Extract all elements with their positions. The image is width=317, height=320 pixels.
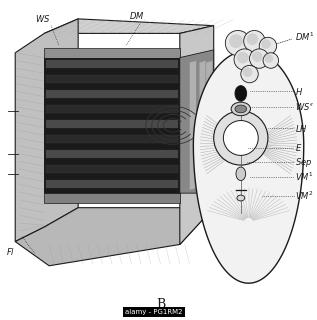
Polygon shape bbox=[46, 165, 178, 173]
Polygon shape bbox=[44, 19, 214, 33]
Text: $H$: $H$ bbox=[295, 86, 303, 97]
Circle shape bbox=[263, 53, 279, 68]
Ellipse shape bbox=[235, 86, 247, 101]
Polygon shape bbox=[46, 150, 178, 158]
Circle shape bbox=[244, 30, 265, 52]
Circle shape bbox=[237, 52, 249, 63]
Polygon shape bbox=[180, 50, 214, 193]
Polygon shape bbox=[199, 60, 206, 190]
Text: B: B bbox=[156, 298, 165, 311]
Text: $E$: $E$ bbox=[295, 142, 302, 153]
Polygon shape bbox=[44, 58, 180, 193]
Circle shape bbox=[261, 39, 271, 49]
Ellipse shape bbox=[236, 167, 246, 180]
Polygon shape bbox=[46, 75, 178, 83]
Polygon shape bbox=[15, 19, 78, 242]
Ellipse shape bbox=[231, 102, 250, 116]
Ellipse shape bbox=[237, 195, 245, 201]
Circle shape bbox=[247, 33, 258, 45]
Circle shape bbox=[214, 111, 268, 165]
Polygon shape bbox=[46, 180, 178, 188]
Polygon shape bbox=[44, 48, 180, 58]
Polygon shape bbox=[46, 120, 178, 128]
Polygon shape bbox=[15, 208, 214, 266]
Circle shape bbox=[223, 121, 258, 156]
Polygon shape bbox=[46, 105, 178, 113]
Text: $WS''$: $WS''$ bbox=[295, 101, 314, 113]
Text: $Sep$: $Sep$ bbox=[295, 156, 313, 169]
Polygon shape bbox=[46, 135, 178, 143]
Text: $Fl$: $Fl$ bbox=[5, 246, 15, 257]
Circle shape bbox=[234, 49, 255, 70]
Polygon shape bbox=[180, 26, 214, 244]
Polygon shape bbox=[193, 50, 304, 283]
Text: $DM$: $DM$ bbox=[128, 11, 144, 21]
Circle shape bbox=[259, 37, 277, 55]
Circle shape bbox=[265, 54, 273, 63]
Ellipse shape bbox=[235, 105, 247, 113]
Circle shape bbox=[252, 51, 262, 62]
Polygon shape bbox=[190, 60, 196, 190]
Text: $WS$: $WS$ bbox=[35, 13, 50, 24]
Polygon shape bbox=[46, 60, 178, 68]
Text: $LH$: $LH$ bbox=[295, 123, 308, 134]
Text: alamy - PG1RM2: alamy - PG1RM2 bbox=[125, 309, 182, 315]
Polygon shape bbox=[44, 193, 180, 203]
Text: $VM^{2}$: $VM^{2}$ bbox=[295, 190, 314, 202]
Circle shape bbox=[241, 65, 258, 83]
Text: $DM^{1}$: $DM^{1}$ bbox=[295, 30, 314, 43]
Circle shape bbox=[229, 34, 243, 48]
Text: $VM^{1}$: $VM^{1}$ bbox=[295, 171, 314, 183]
Polygon shape bbox=[46, 90, 178, 98]
Circle shape bbox=[243, 67, 252, 77]
Polygon shape bbox=[206, 60, 213, 190]
Circle shape bbox=[225, 30, 250, 56]
Circle shape bbox=[249, 49, 269, 68]
